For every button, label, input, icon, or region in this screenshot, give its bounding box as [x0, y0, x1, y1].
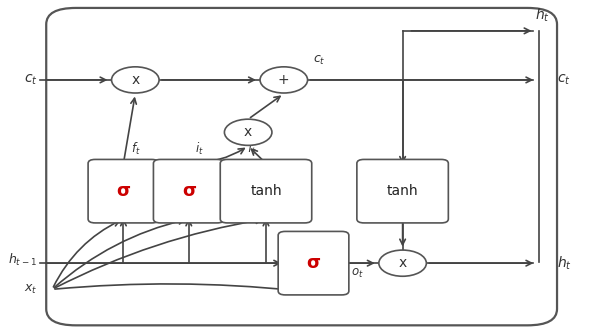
- Text: σ: σ: [182, 182, 196, 200]
- FancyBboxPatch shape: [278, 231, 349, 295]
- Text: $h_t$: $h_t$: [535, 7, 550, 24]
- Text: $c_t$: $c_t$: [557, 73, 571, 87]
- Text: σ: σ: [116, 182, 130, 200]
- Text: x: x: [398, 256, 407, 270]
- Circle shape: [112, 67, 159, 93]
- Text: σ: σ: [307, 254, 320, 272]
- Text: tanh: tanh: [387, 184, 418, 198]
- Text: $o_t$: $o_t$: [350, 266, 364, 280]
- Circle shape: [224, 119, 272, 146]
- FancyBboxPatch shape: [357, 159, 448, 223]
- Text: x: x: [244, 125, 252, 139]
- Circle shape: [260, 67, 308, 93]
- Text: $c_t$: $c_t$: [313, 54, 326, 67]
- Text: x: x: [131, 73, 139, 87]
- Text: $f_t$: $f_t$: [131, 141, 140, 157]
- FancyBboxPatch shape: [220, 159, 312, 223]
- FancyBboxPatch shape: [88, 159, 159, 223]
- Text: +: +: [278, 73, 290, 87]
- Text: $x_t$: $x_t$: [24, 283, 37, 296]
- Circle shape: [379, 250, 427, 276]
- FancyBboxPatch shape: [154, 159, 224, 223]
- Text: $f_t$: $f_t$: [247, 141, 257, 157]
- Text: $h_t$: $h_t$: [557, 254, 572, 272]
- FancyBboxPatch shape: [46, 8, 557, 325]
- Text: tanh: tanh: [250, 184, 282, 198]
- Text: $c_t$: $c_t$: [23, 73, 37, 87]
- Text: $i_t$: $i_t$: [195, 141, 203, 157]
- Text: $h_{t-1}$: $h_{t-1}$: [8, 252, 37, 268]
